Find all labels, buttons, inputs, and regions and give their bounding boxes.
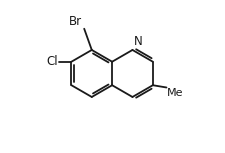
Text: Me: Me [166,88,183,98]
Text: Br: Br [68,15,81,28]
Text: Cl: Cl [46,55,58,68]
Text: N: N [133,35,142,48]
